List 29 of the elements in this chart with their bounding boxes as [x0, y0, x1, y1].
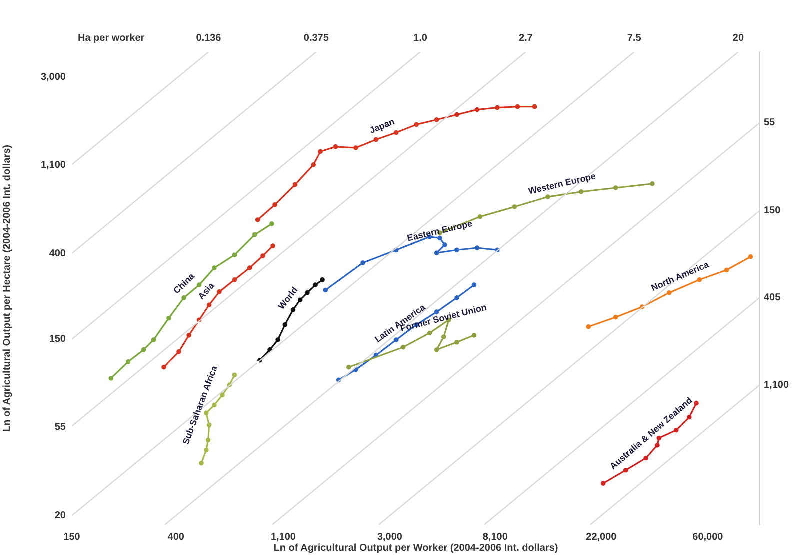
x-tick-label: 150: [64, 532, 81, 543]
text: Japan: [368, 116, 396, 136]
annotation: 20: [732, 32, 744, 44]
y-tick-label: 1,100: [40, 160, 66, 171]
y-tick-label: 150: [49, 334, 66, 346]
annotation: 405: [764, 292, 782, 304]
annotation: 55: [764, 118, 776, 129]
x-tick-label: 22,000: [586, 532, 618, 543]
annotation: 1,100: [764, 380, 790, 391]
text: Western Europe: [528, 171, 597, 196]
y-axis-title: Ln of Agricultural Output per Hectare (2004-2006 Int. dollars): [2, 145, 13, 432]
text: Eastern Europe: [406, 218, 474, 244]
y-tick-label: 3,000: [40, 72, 66, 83]
annotation: 0.375: [304, 32, 330, 44]
x-tick-label: 1,100: [270, 532, 296, 543]
y-tick-label: 400: [49, 248, 66, 260]
x-tick-label: 60,000: [692, 532, 724, 543]
x-tick-label: 400: [168, 532, 185, 543]
annotation: 0.136: [196, 32, 222, 44]
x-axis-title: Ln of Agricultural Output per Worker (2004-2006 Int. dollars): [274, 542, 558, 554]
y-tick-label: 55: [54, 422, 66, 433]
annotation: 150: [764, 205, 782, 216]
x-tick-label: 3,000: [377, 532, 403, 543]
text: Ha per worker: [78, 32, 145, 44]
y-tick-label: 20: [54, 510, 66, 522]
x-tick-label: 8,100: [482, 532, 508, 543]
annotation: 1.0: [414, 32, 428, 44]
annotation: 2.7: [518, 32, 534, 44]
annotation: 7.5: [627, 32, 642, 44]
